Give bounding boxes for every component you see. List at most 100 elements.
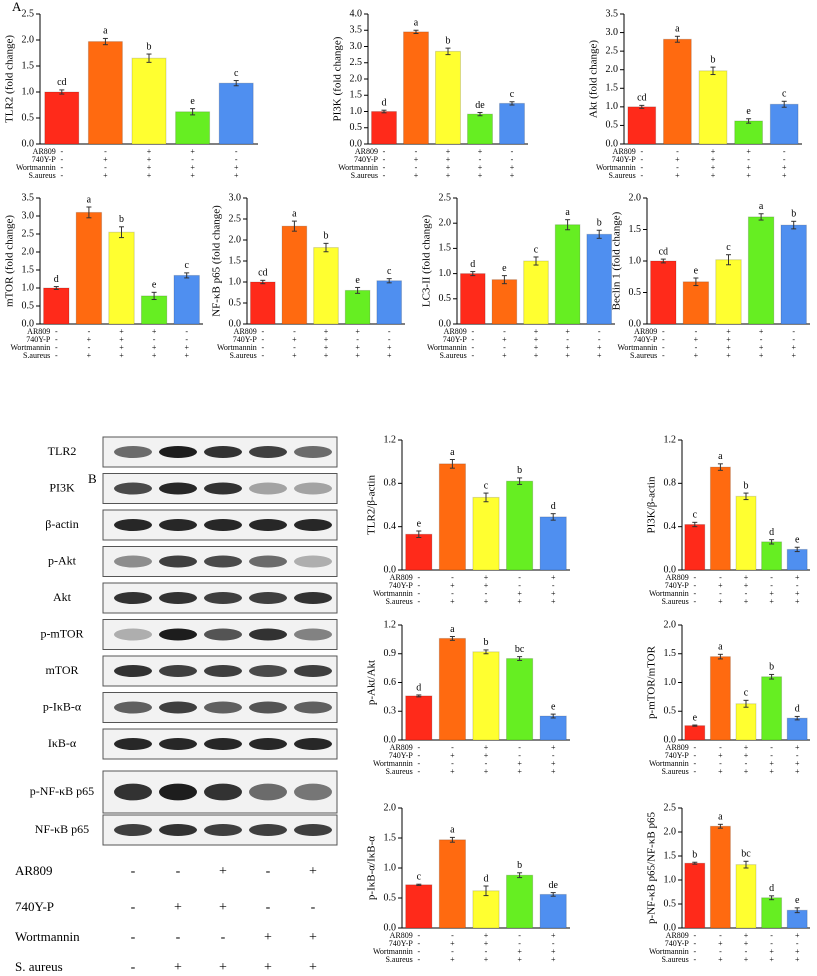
treatment-sign: + [534, 327, 539, 336]
y-tick-label: 3.0 [350, 41, 363, 52]
y-tick-label: 4.0 [350, 8, 363, 19]
treatment-sign: + [597, 343, 602, 352]
treatment-sign: + [769, 589, 774, 598]
treatment-sign: - [261, 327, 264, 336]
error-bar [477, 111, 483, 117]
treatment-label: 740Y-P [665, 939, 690, 948]
treatment-sign: - [552, 939, 555, 948]
treatment-sign: - [417, 939, 420, 948]
blot-band [114, 482, 152, 495]
error-bar [565, 219, 571, 231]
treatment-sign: + [726, 343, 731, 352]
y-axis-label: PI3K (fold change) [332, 36, 344, 121]
significance-letter: c [387, 266, 392, 277]
error-bar [483, 885, 489, 897]
error-bar [769, 895, 775, 901]
blot-band [294, 482, 332, 495]
bar [780, 224, 807, 325]
significance-letter: e [502, 263, 507, 274]
y-axis-label: TLR2/β-actin [366, 475, 378, 535]
bar [684, 862, 706, 929]
blot-band [114, 519, 152, 531]
treatment-label: 740Y-P [389, 581, 414, 590]
bar [472, 496, 500, 571]
treatment-sign: - [471, 335, 474, 344]
treatment-sign: - [719, 931, 722, 940]
treatment-sign: + [551, 759, 556, 768]
significance-letter: c [693, 510, 698, 521]
treatment-sign: - [770, 573, 773, 582]
error-bar [151, 291, 157, 301]
treatment-label: 740Y-P [354, 155, 379, 164]
blot-band [159, 628, 197, 641]
error-bar [291, 220, 297, 232]
bar [131, 57, 167, 145]
treatment-sign: - [485, 589, 488, 598]
significance-letter: b [324, 231, 329, 242]
y-tick-label: 2.0 [22, 34, 35, 45]
error-bar [470, 271, 476, 277]
treatment-sign: + [264, 960, 272, 975]
blot-band [249, 592, 287, 604]
error-bar [509, 101, 515, 106]
treatment-sign: + [718, 939, 723, 948]
y-tick-label: 0.4 [384, 521, 397, 532]
y-tick-label: 2.5 [22, 8, 35, 19]
blot-row-label: PI3K [49, 480, 75, 494]
significance-letter: d [769, 883, 774, 894]
error-bar [717, 653, 723, 660]
blot-band [114, 701, 152, 714]
treatment-sign: + [484, 767, 489, 776]
treatment-sign: - [640, 155, 643, 164]
treatment-sign: + [446, 163, 451, 172]
treatment-label: S.aureus [630, 351, 657, 360]
significance-letter: c [534, 244, 539, 255]
bar [747, 216, 775, 325]
y-tick-label: 3.5 [22, 192, 35, 203]
blot-band [159, 482, 197, 495]
y-tick-label: 3.5 [350, 25, 363, 36]
y-axis-label: PI3K/β-actin [646, 476, 658, 533]
y-tick-label: 1.5 [606, 83, 619, 94]
treatment-sign: - [191, 155, 194, 164]
significance-letter: de [475, 100, 485, 111]
bar [735, 495, 757, 571]
treatment-label: AR809 [613, 147, 636, 156]
y-tick-label: 0.4 [664, 521, 677, 532]
y-tick-label: 1.0 [384, 862, 397, 873]
treatment-sign: + [234, 163, 239, 172]
treatment-label: 740Y-P [32, 155, 57, 164]
treatment-sign: - [417, 573, 420, 582]
y-axis-label: p-Akt/Akt [366, 660, 378, 705]
y-tick-label: 2.5 [350, 57, 363, 68]
blot-band [249, 446, 287, 458]
y-tick-label: 1.5 [439, 243, 452, 254]
blot-band [159, 701, 197, 714]
bar [786, 548, 808, 571]
treatment-sign: - [451, 931, 454, 940]
treatment-sign: + [264, 930, 272, 945]
treatment-label: S.aureus [385, 767, 412, 776]
treatment-sign: - [471, 351, 474, 360]
y-tick-label: 2.5 [606, 45, 619, 56]
error-bar [381, 109, 387, 114]
y-tick-label: 0.0 [22, 318, 35, 329]
y-tick-label: 1.5 [350, 90, 363, 101]
treatment-label: 740Y-P [389, 751, 414, 760]
treatment-sign: - [383, 155, 386, 164]
treatment-sign: - [104, 147, 107, 156]
treatment-sign: - [770, 581, 773, 590]
y-tick-label: 0.5 [629, 287, 642, 298]
blot-band [159, 783, 197, 801]
treatment-sign: - [566, 335, 569, 344]
bar [405, 533, 433, 571]
bar [761, 897, 783, 929]
significance-letter: d [769, 527, 774, 538]
treatment-sign: - [719, 573, 722, 582]
treatment-label: S.aureus [23, 351, 50, 360]
bar [140, 295, 168, 325]
treatment-sign: + [726, 351, 731, 360]
treatment-sign: + [502, 335, 507, 344]
error-bar [119, 226, 124, 239]
